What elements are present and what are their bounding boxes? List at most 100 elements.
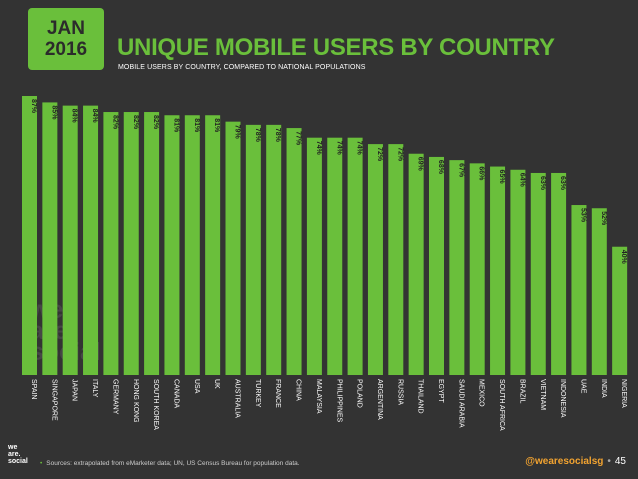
data-label: 87% (30, 99, 37, 114)
category-label: NIGERIA (620, 379, 627, 408)
footer-logo: we are. social (8, 444, 28, 465)
bar-hong-kong (123, 112, 139, 375)
category-label: INDIA (600, 379, 607, 398)
data-label: 82% (111, 115, 118, 130)
social-handle[interactable]: @wearesocialsg (525, 456, 604, 467)
bar-south-korea (144, 112, 160, 375)
data-label: 74% (315, 141, 322, 156)
category-label: TURKEY (254, 379, 261, 408)
data-label: 82% (152, 115, 159, 130)
date-badge: JAN 2016 (28, 8, 104, 70)
bar-south-africa (490, 166, 506, 375)
bar-india (591, 208, 607, 375)
bullet-icon: • (40, 460, 43, 467)
category-label: CHINA (295, 379, 302, 401)
category-label: HONG KONG (132, 379, 139, 423)
data-label: 63% (539, 176, 546, 191)
data-label: 72% (396, 147, 403, 162)
bar-singapore (42, 102, 58, 376)
category-label: BRAZIL (518, 379, 525, 404)
separator: • (607, 456, 611, 467)
data-label: 81% (172, 118, 179, 133)
bar-canada (164, 115, 180, 375)
data-label: 52% (600, 211, 607, 226)
category-label: SPAIN (30, 379, 37, 400)
data-label: 69% (417, 157, 424, 172)
category-label: POLAND (356, 379, 363, 408)
footer-source: • Sources: extrapolated from eMarketer da… (40, 460, 300, 467)
category-label: JAPAN (71, 379, 78, 401)
data-label: 72% (376, 147, 383, 162)
category-label: INDONESIA (559, 379, 566, 418)
bar-philippines (327, 137, 343, 375)
data-label: 74% (356, 141, 363, 156)
data-label: 84% (91, 109, 98, 124)
category-label: UK (213, 379, 220, 389)
footer-right: @wearesocialsg • 45 (525, 456, 626, 467)
category-label: MEXICO (478, 379, 485, 407)
data-label: 53% (579, 208, 586, 223)
data-label: 78% (254, 128, 261, 143)
category-label: USA (193, 379, 200, 394)
bar-malaysia (306, 137, 322, 375)
category-label: UAE (579, 379, 586, 394)
category-label: SINGAPORE (50, 379, 57, 421)
bar-turkey (245, 124, 261, 376)
category-label: AUSTRALIA (234, 379, 241, 418)
data-label: 81% (193, 118, 200, 133)
data-label: 68% (437, 160, 444, 175)
data-label: 78% (274, 128, 281, 143)
category-label: RUSSIA (396, 379, 403, 405)
category-label: GERMANY (111, 379, 118, 415)
category-label: VIETNAM (539, 379, 546, 410)
bar-nigeria (612, 246, 628, 375)
footer-logo-line: social (8, 458, 28, 465)
bar-japan (62, 105, 78, 375)
data-label: 40% (620, 250, 627, 265)
data-label: 79% (234, 125, 241, 140)
source-text: Sources: extrapolated from eMarketer dat… (46, 460, 300, 467)
bar-saudi-arabia (449, 160, 465, 375)
data-label: 63% (559, 176, 566, 191)
category-label: PHILIPPINES (335, 379, 342, 423)
bar-vietnam (530, 172, 546, 375)
footer-logo-line: are. (8, 451, 21, 458)
data-label: 82% (132, 115, 139, 130)
category-label: ITALY (91, 379, 98, 398)
bar-argentina (367, 144, 383, 375)
data-label: 64% (518, 173, 525, 188)
bar-brazil (510, 169, 526, 375)
category-label: CANADA (172, 379, 179, 409)
date-year: 2016 (44, 39, 88, 60)
bar-indonesia (551, 172, 567, 375)
data-label: 65% (498, 170, 505, 185)
data-label: 74% (335, 141, 342, 156)
bar-uk (205, 115, 221, 375)
bar-italy (83, 105, 99, 375)
bar-spain (22, 96, 37, 375)
category-label: ARGENTINA (376, 379, 383, 420)
data-label: 66% (478, 166, 485, 181)
category-label: SAUDI ARABIA (457, 379, 464, 428)
date-month: JAN (46, 18, 85, 39)
bar-usa (184, 115, 200, 375)
data-label: 67% (457, 163, 464, 178)
bar-germany (103, 112, 119, 375)
footer-logo-line: we (8, 444, 18, 451)
category-label: FRANCE (274, 379, 281, 408)
data-label: 77% (295, 131, 302, 146)
bar-thailand (408, 153, 424, 375)
category-label: MALAYSIA (315, 379, 322, 414)
bar-china (286, 128, 302, 375)
category-label: EGYPT (437, 379, 444, 403)
data-label: 85% (50, 105, 57, 120)
bar-poland (347, 137, 363, 375)
bar-chart: 87% SPAIN 85% SINGAPORE 84% JAPAN 84% ITALY 82% G… (22, 96, 628, 431)
category-label: SOUTH AFRICA (498, 379, 505, 431)
bar-france (266, 124, 282, 376)
data-label: 84% (71, 109, 78, 124)
data-label: 81% (213, 118, 220, 133)
bar-australia (225, 121, 241, 375)
page-number: 45 (614, 456, 626, 467)
category-label: THAILAND (417, 379, 424, 414)
